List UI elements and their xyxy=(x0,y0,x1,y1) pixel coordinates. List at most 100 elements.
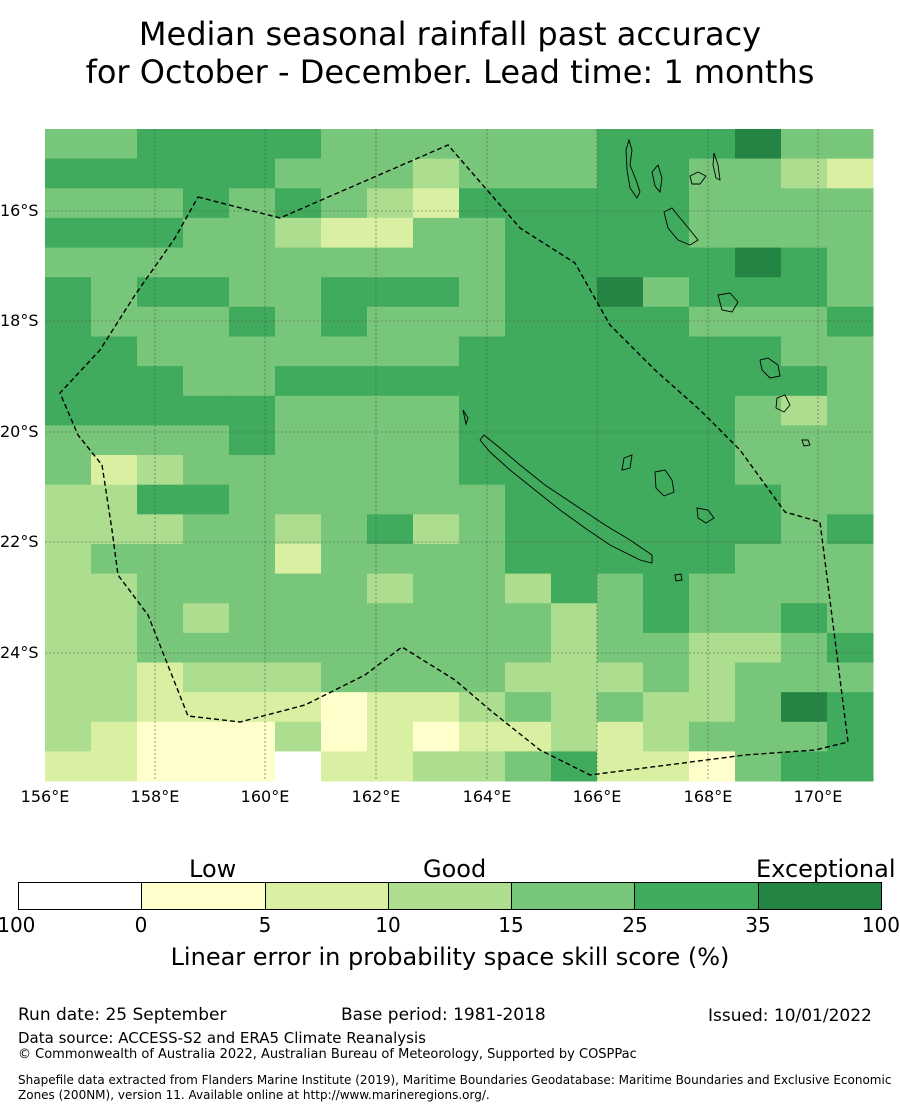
grid-cell xyxy=(643,632,690,663)
grid-cell xyxy=(505,573,552,604)
grid-cell xyxy=(413,129,460,160)
grid-cell xyxy=(367,336,414,367)
grid-cell xyxy=(183,544,230,575)
grid-cell xyxy=(781,692,828,723)
grid-cell xyxy=(275,425,322,456)
grid-cell xyxy=(459,306,506,337)
grid-cell xyxy=(459,395,506,426)
grid-cell xyxy=(643,217,690,248)
grid-cell xyxy=(505,395,552,426)
grid-cell xyxy=(735,692,782,723)
grid-cell xyxy=(275,217,322,248)
grid-cell xyxy=(735,662,782,693)
grid-cell xyxy=(275,603,322,634)
lat-label-24s: 24°S xyxy=(0,643,39,662)
grid-cell xyxy=(367,573,414,604)
grid-cell xyxy=(781,484,828,515)
grid-cell xyxy=(735,484,782,515)
grid-cell xyxy=(367,425,414,456)
grid-cell xyxy=(551,662,598,693)
grid-cell xyxy=(781,277,828,308)
grid-cell xyxy=(459,692,506,723)
grid-cell xyxy=(459,573,506,604)
grid-cell xyxy=(367,306,414,337)
grid-cell xyxy=(275,632,322,663)
issued-date: Issued: 10/01/2022 xyxy=(708,1006,872,1026)
grid-cell xyxy=(597,455,644,486)
grid-cell xyxy=(137,632,184,663)
grid-cell xyxy=(643,188,690,219)
grid-cell xyxy=(91,425,138,456)
grid-cell xyxy=(643,129,690,160)
grid-cell xyxy=(91,129,138,160)
grid-cell xyxy=(137,455,184,486)
grid-cell xyxy=(45,217,92,248)
grid-cell xyxy=(597,217,644,248)
grid-cell xyxy=(827,751,874,782)
grid-cell xyxy=(597,425,644,456)
grid-cell xyxy=(689,632,736,663)
grid-cell xyxy=(643,514,690,545)
grid-cell xyxy=(689,662,736,693)
grid-cell xyxy=(459,366,506,397)
grid-cell xyxy=(137,573,184,604)
grid-cell xyxy=(413,425,460,456)
grid-cell xyxy=(827,217,874,248)
grid-cell xyxy=(137,425,184,456)
grid-cell xyxy=(183,277,230,308)
grid-cell xyxy=(643,455,690,486)
grid-cell xyxy=(137,484,184,515)
grid-cell xyxy=(321,603,368,634)
grid-cell xyxy=(551,188,598,219)
grid-cell xyxy=(413,751,460,782)
grid-cell xyxy=(91,662,138,693)
grid-cell xyxy=(827,247,874,278)
grid-cell xyxy=(321,336,368,367)
grid-cell xyxy=(183,662,230,693)
grid-cell xyxy=(229,277,276,308)
grid-cell xyxy=(229,603,276,634)
grid-cell xyxy=(183,751,230,782)
grid-cell xyxy=(367,544,414,575)
grid-cell xyxy=(505,306,552,337)
grid-cell xyxy=(45,129,92,160)
grid-cell xyxy=(597,336,644,367)
colorbar-segment xyxy=(758,883,881,909)
grid-cell xyxy=(827,336,874,367)
grid-cell xyxy=(367,514,414,545)
grid-cell xyxy=(689,129,736,160)
grid-cell xyxy=(505,544,552,575)
grid-cell xyxy=(689,455,736,486)
grid-cell xyxy=(689,484,736,515)
grid-cell xyxy=(367,217,414,248)
grid-cell xyxy=(597,662,644,693)
lon-label-164e: 164°E xyxy=(462,787,512,806)
grid-cell xyxy=(183,217,230,248)
grid-cell xyxy=(781,603,828,634)
grid-cell xyxy=(413,573,460,604)
grid-cell xyxy=(137,692,184,723)
grid-cell xyxy=(551,544,598,575)
grid-cell xyxy=(735,455,782,486)
grid-cell xyxy=(597,514,644,545)
grid-cell xyxy=(689,217,736,248)
grid-cell xyxy=(183,366,230,397)
grid-cell xyxy=(781,662,828,693)
grid-cell xyxy=(505,129,552,160)
grid-cell xyxy=(827,544,874,575)
grid-cell xyxy=(91,632,138,663)
grid-cell xyxy=(459,603,506,634)
grid-cell xyxy=(321,366,368,397)
grid-cell xyxy=(505,277,552,308)
grid-cell xyxy=(321,247,368,278)
grid-cell xyxy=(597,188,644,219)
grid-cell xyxy=(321,277,368,308)
grid-cell xyxy=(137,662,184,693)
grid-cell xyxy=(413,692,460,723)
grid-cell xyxy=(45,662,92,693)
grid-cell xyxy=(597,129,644,160)
grid-cell xyxy=(137,129,184,160)
grid-cell xyxy=(551,425,598,456)
grid-cell xyxy=(505,662,552,693)
grid-cell xyxy=(137,395,184,426)
